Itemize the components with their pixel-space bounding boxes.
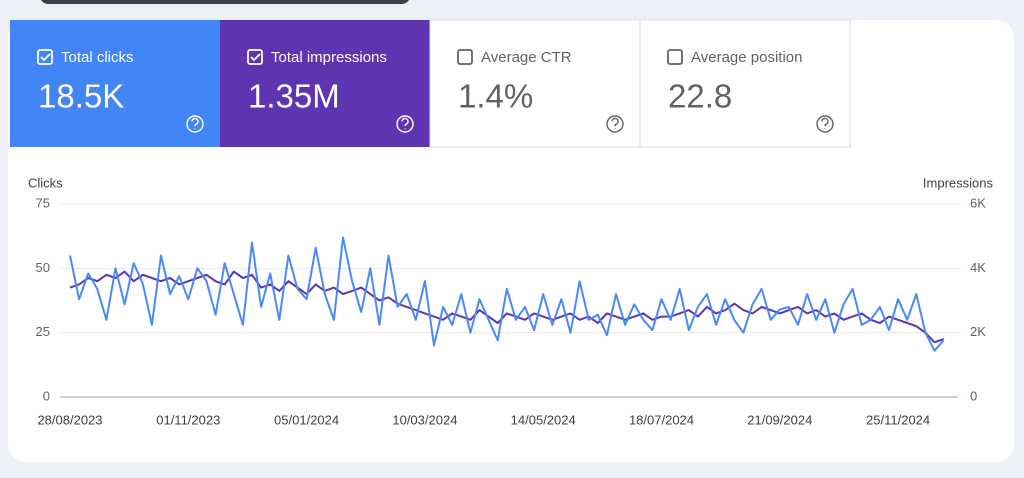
- metric-value: 22.8: [668, 78, 732, 115]
- help-glyph: [191, 117, 199, 130]
- metric-label: Average position: [691, 49, 802, 66]
- card-bg: [10, 20, 220, 147]
- metric-value: 1.4%: [458, 78, 533, 115]
- help-glyph: [401, 117, 409, 130]
- check-mark: [250, 53, 261, 62]
- checkbox[interactable]: [667, 49, 683, 65]
- metric-card[interactable]: Average position 22.8: [639, 19, 851, 148]
- y2-tick-label: 2K: [970, 324, 986, 339]
- help-icon[interactable]: [606, 115, 624, 133]
- check-mark: [40, 53, 51, 62]
- metric-card[interactable]: Total impressions 1.35M: [220, 20, 430, 147]
- help-icon[interactable]: [816, 115, 834, 133]
- y-tick-label: 75: [36, 195, 50, 210]
- x-tick-label: 14/05/2024: [511, 412, 576, 427]
- x-tick-label: 28/08/2023: [37, 412, 102, 427]
- card-bg: [220, 20, 430, 147]
- y-tick-label: 0: [43, 388, 50, 403]
- y-tick-label: 50: [36, 260, 50, 275]
- metric-value: 1.35M: [248, 78, 340, 115]
- metric-label: Average CTR: [481, 49, 572, 66]
- checkbox[interactable]: [247, 49, 263, 65]
- series-line: [69, 236, 945, 352]
- metric-card[interactable]: Total clicks 18.5K: [10, 20, 220, 147]
- help-glyph: [611, 117, 619, 130]
- x-tick-label: 05/01/2024: [274, 412, 339, 427]
- help-icon[interactable]: [396, 115, 414, 133]
- top-card-shadow: [41, 0, 409, 4]
- x-tick-label: 18/07/2024: [629, 412, 694, 427]
- x-tick-label: 25/11/2024: [866, 412, 930, 427]
- y-tick-label: 25: [36, 324, 50, 339]
- series-line: [69, 270, 944, 344]
- metric-label: Total clicks: [61, 49, 134, 66]
- x-tick-label: 10/03/2024: [392, 412, 457, 427]
- card-bg: [639, 19, 851, 148]
- y-axis-title: Clicks: [28, 175, 63, 190]
- y2-tick-label: 4K: [970, 260, 986, 275]
- metric-cards: Total clicks 18.5K Total impressions 1.35M A…: [10, 19, 851, 148]
- chart: Clicks Impressions 0 25 50 75 0 2K 4K 6K 28/08/202…: [28, 175, 994, 427]
- checkbox[interactable]: [457, 49, 473, 65]
- y2-axis-title: Impressions: [923, 175, 994, 190]
- help-glyph: [821, 117, 829, 130]
- y2-tick-label: 6K: [970, 195, 986, 210]
- card-bg: [429, 19, 641, 148]
- metric-label: Total impressions: [271, 49, 387, 66]
- metric-value: 18.5K: [38, 78, 124, 115]
- y2-tick-label: 0: [970, 388, 977, 403]
- checkbox[interactable]: [37, 49, 53, 65]
- metric-card[interactable]: Average CTR 1.4%: [429, 19, 641, 148]
- x-tick-label: 21/09/2024: [747, 412, 812, 427]
- x-tick-label: 01/11/2023: [156, 412, 220, 427]
- help-icon[interactable]: [186, 115, 204, 133]
